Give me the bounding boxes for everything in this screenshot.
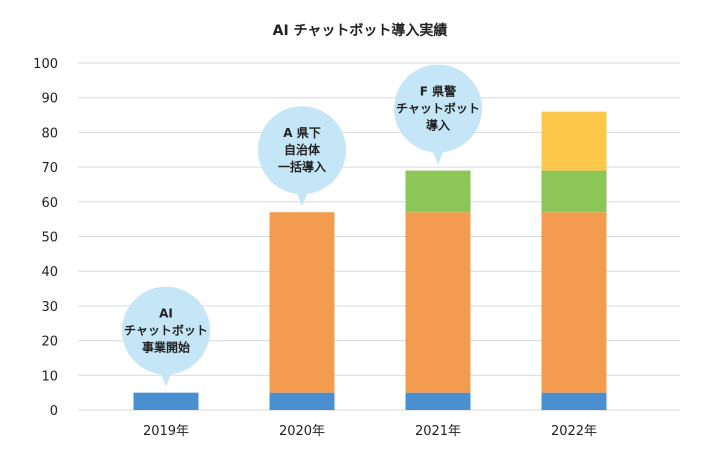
x-tick-label: 2021年 [415, 424, 461, 439]
bar-segment [405, 212, 471, 393]
callout-pointer [432, 149, 444, 165]
y-tick-label: 60 [41, 196, 58, 211]
bar-segment [541, 392, 607, 410]
y-axis-ticks: 0 10 20 30 40 50 60 70 80 90 100 [33, 57, 58, 419]
callout-label: 一括導入 [278, 159, 326, 174]
callout-label: 事業開始 [142, 340, 190, 355]
bars [133, 111, 607, 410]
callout-label: 自治体 [284, 142, 321, 157]
callout-label: A 県下 [283, 126, 320, 140]
x-tick-label: 2020年 [279, 424, 325, 439]
callout-label: AI [159, 307, 173, 321]
callout-label: F 県警 [420, 84, 456, 99]
y-tick-label: 20 [41, 335, 58, 350]
y-tick-label: 70 [41, 161, 58, 176]
y-tick-label: 80 [41, 126, 58, 141]
bar-segment [541, 212, 607, 393]
bar-segment [405, 170, 471, 213]
bar-segment [541, 111, 607, 171]
y-tick-label: 90 [41, 92, 58, 107]
y-tick-label: 40 [41, 265, 58, 280]
y-tick-label: 100 [33, 57, 58, 72]
callout-label: 導入 [426, 118, 450, 133]
bar-segment [405, 392, 471, 410]
x-axis-labels: 2019年 2020年 2021年 2022年 [143, 424, 597, 439]
bar-segment [541, 170, 607, 213]
callout-pointer [296, 191, 308, 207]
y-tick-label: 10 [41, 369, 58, 384]
callout-bubble [394, 64, 482, 153]
chart-title: AI チャットボット導入実績 [272, 23, 448, 39]
bar-segment [269, 392, 335, 410]
callout-label: チャットボット [396, 101, 480, 116]
x-tick-label: 2019年 [143, 424, 189, 439]
y-tick-label: 50 [41, 231, 58, 246]
bar-segment [269, 212, 335, 393]
y-tick-label: 0 [50, 404, 58, 419]
x-tick-label: 2022年 [551, 424, 597, 439]
callout-label: チャットボット [124, 323, 208, 338]
callout-bubble [122, 286, 210, 375]
callout-pointer [160, 371, 172, 387]
y-tick-label: 30 [41, 300, 58, 315]
callout-bubble [258, 106, 346, 195]
bar-segment [133, 392, 199, 410]
